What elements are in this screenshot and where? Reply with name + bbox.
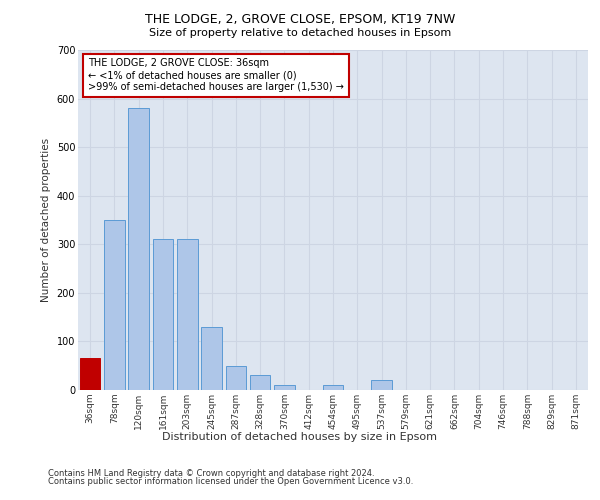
Text: Size of property relative to detached houses in Epsom: Size of property relative to detached ho… [149,28,451,38]
Text: Contains HM Land Registry data © Crown copyright and database right 2024.: Contains HM Land Registry data © Crown c… [48,468,374,477]
Bar [177,240,197,390]
Bar [323,385,343,390]
Bar [274,385,295,390]
Bar [128,108,149,390]
Bar [250,376,271,390]
Bar [201,327,222,390]
Bar [371,380,392,390]
Y-axis label: Number of detached properties: Number of detached properties [41,138,51,302]
Bar [80,358,100,390]
Bar [152,240,173,390]
Text: THE LODGE, 2 GROVE CLOSE: 36sqm
← <1% of detached houses are smaller (0)
>99% of: THE LODGE, 2 GROVE CLOSE: 36sqm ← <1% of… [88,58,344,92]
Text: Distribution of detached houses by size in Epsom: Distribution of detached houses by size … [163,432,437,442]
Text: THE LODGE, 2, GROVE CLOSE, EPSOM, KT19 7NW: THE LODGE, 2, GROVE CLOSE, EPSOM, KT19 7… [145,12,455,26]
Bar [104,220,125,390]
Bar [226,366,246,390]
Text: Contains public sector information licensed under the Open Government Licence v3: Contains public sector information licen… [48,477,413,486]
